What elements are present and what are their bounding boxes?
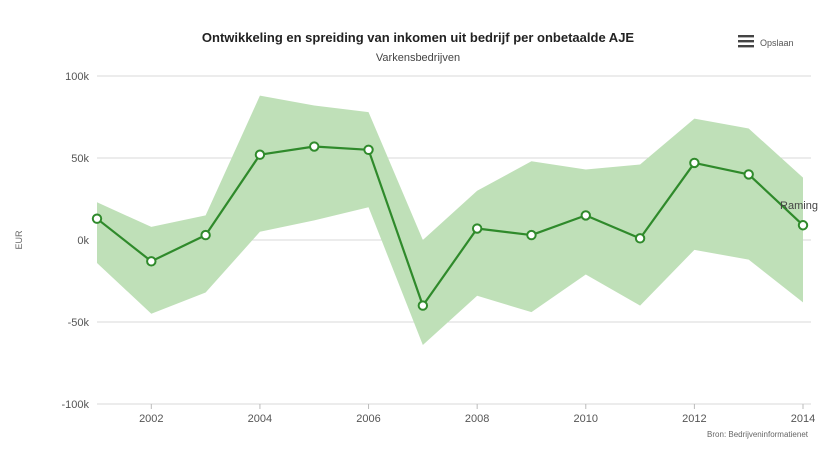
x-tick-label: 2008 <box>465 413 489 425</box>
chart-credit: Bron: Bedrijveninformatienet <box>707 430 809 439</box>
series-line <box>96 145 804 307</box>
data-point <box>689 157 700 169</box>
data-point <box>471 223 483 234</box>
x-tick-label: 2002 <box>139 413 163 425</box>
line-layer <box>96 145 804 307</box>
y-axis-title: EUR <box>14 230 24 250</box>
x-tick-label: 2006 <box>356 413 380 425</box>
data-point <box>634 233 646 244</box>
y-axis-ticks: -100k -50k 0k 50k 100k <box>61 71 89 411</box>
y-tick-label: 50k <box>71 153 89 165</box>
data-point <box>254 149 266 160</box>
data-point <box>146 256 157 267</box>
data-point <box>526 229 537 241</box>
x-tick-label: 2010 <box>574 413 598 425</box>
y-tick-label: -100k <box>61 399 89 411</box>
range-band <box>97 95 803 345</box>
data-point <box>417 300 429 311</box>
menu-icon[interactable] <box>738 35 754 48</box>
x-tick-label: 2014 <box>791 413 815 425</box>
chart-subtitle: Varkensbedrijven <box>376 52 460 64</box>
chart-title: Ontwikkeling en spreiding van inkomen ui… <box>202 30 635 45</box>
x-tick-label: 2012 <box>682 413 706 425</box>
export-menu-label[interactable]: Opslaan <box>760 38 794 48</box>
x-axis-ticks: 2002 2004 2006 2008 2010 2012 2014 <box>139 404 815 425</box>
data-point <box>91 213 103 224</box>
data-point <box>580 210 591 221</box>
annotation-raming: Raming <box>780 200 818 212</box>
data-point <box>743 169 754 180</box>
data-point <box>200 229 211 241</box>
x-tick-label: 2004 <box>248 413 272 425</box>
data-point <box>797 220 809 231</box>
y-tick-label: 0k <box>77 235 89 247</box>
export-menu-button[interactable]: Opslaan <box>734 30 820 52</box>
y-tick-label: -50k <box>68 317 90 329</box>
data-point <box>363 144 374 156</box>
range-band-layer <box>97 95 803 345</box>
y-tick-label: 100k <box>65 71 89 83</box>
data-point <box>309 141 320 152</box>
marker-layer <box>91 141 809 311</box>
